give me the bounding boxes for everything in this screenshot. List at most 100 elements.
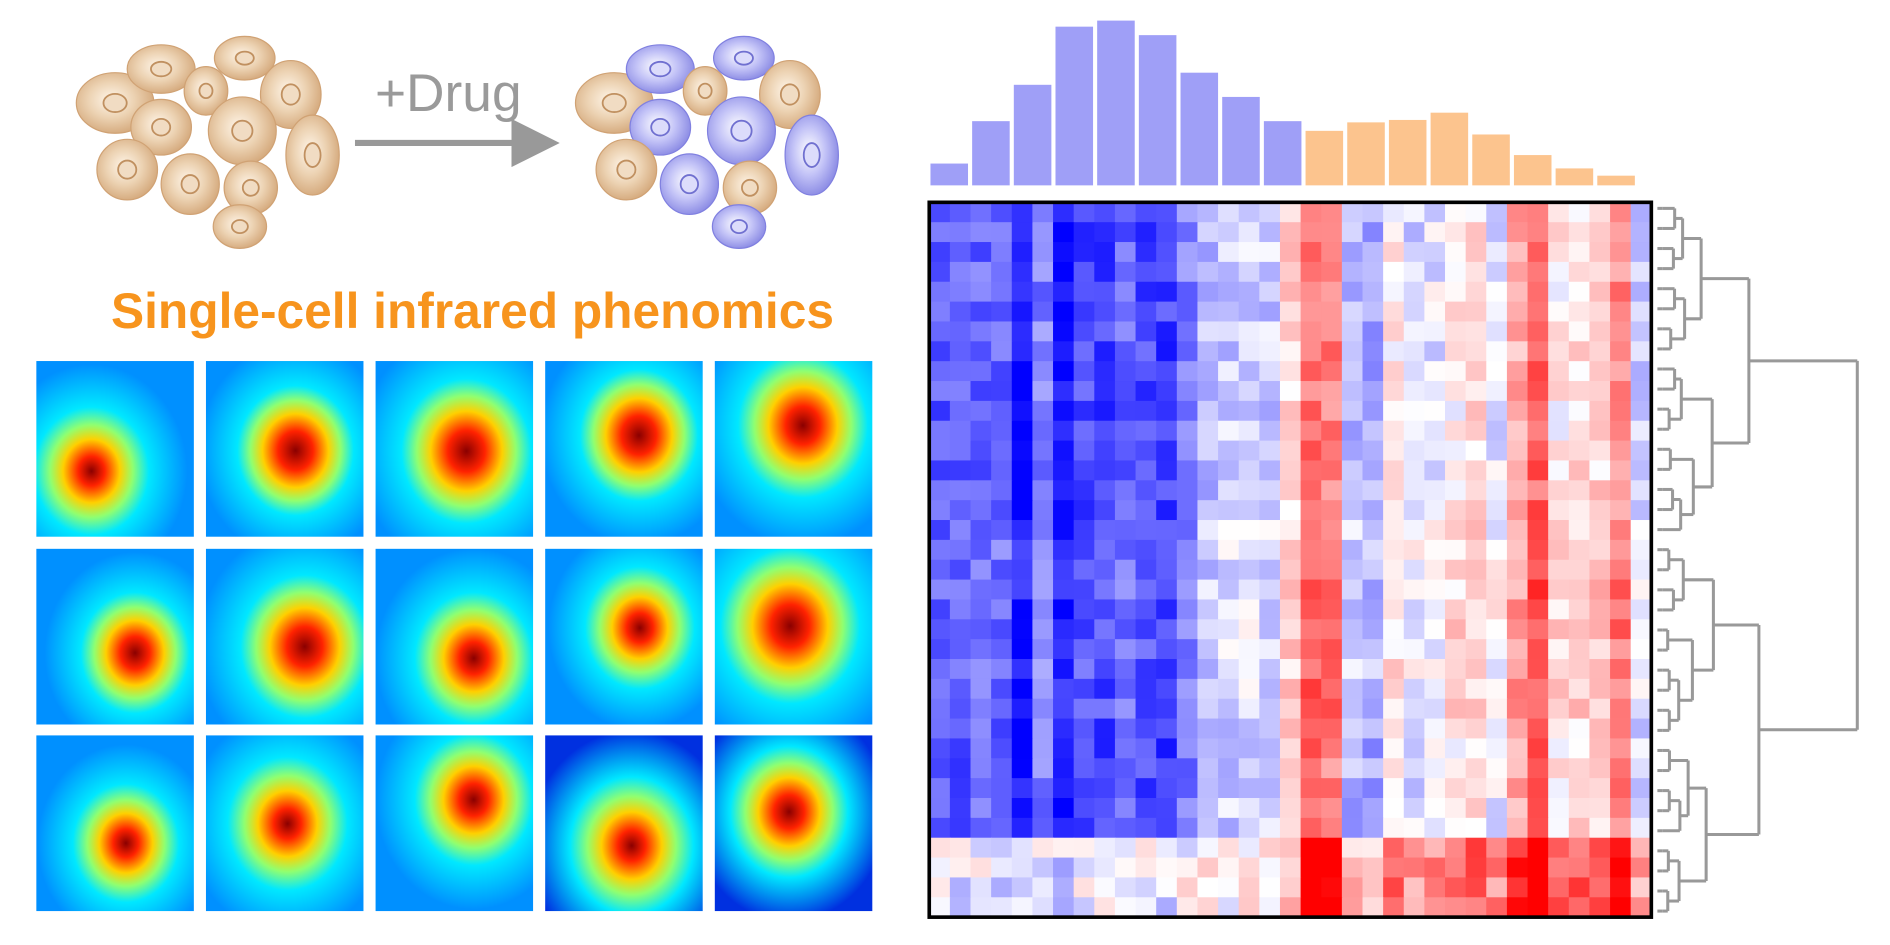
heatmap-cell <box>1259 659 1281 680</box>
heatmap-cell <box>1403 738 1425 759</box>
heatmap-cell <box>1094 599 1116 620</box>
heatmap-cell <box>1506 440 1529 462</box>
heatmap-cell <box>1486 520 1508 541</box>
heatmap-cell <box>1568 639 1591 660</box>
heatmap-cell <box>1259 599 1281 620</box>
nucleus <box>198 82 214 100</box>
heatmap-cell <box>1568 857 1591 879</box>
heatmap-cell <box>1259 738 1281 759</box>
heatmap-cell <box>1362 460 1384 481</box>
heatmap-cell <box>1300 321 1322 342</box>
heatmap-cell <box>1362 738 1384 759</box>
heatmap-cell <box>1238 599 1260 620</box>
heatmap-cell <box>1527 619 1549 640</box>
heatmap-cell <box>1011 718 1034 740</box>
heatmap-cell <box>1630 460 1652 481</box>
heatmap-cell <box>970 698 992 720</box>
heatmap-cell <box>1321 361 1343 382</box>
nucleus <box>150 60 173 78</box>
heatmap-cell <box>1465 857 1487 879</box>
heatmap-cell <box>949 261 972 283</box>
heatmap-cell <box>1114 281 1137 303</box>
heatmap-cell <box>1300 738 1322 759</box>
heatmap-cell <box>1527 460 1549 481</box>
heatmap-cell <box>1011 202 1034 223</box>
nucleus <box>601 92 627 113</box>
heatmap-cell <box>1403 897 1425 918</box>
heatmap-cell <box>1197 698 1219 720</box>
heatmap-cell <box>1218 202 1240 223</box>
heatmap-cell <box>1527 778 1549 799</box>
heatmap-cell <box>1383 659 1405 680</box>
heatmap-cell <box>1610 440 1632 462</box>
heatmap-cell <box>1403 659 1425 680</box>
heatmap-cell <box>1300 599 1322 620</box>
heatmap-cell <box>949 857 972 879</box>
heatmap-cell <box>1032 857 1054 879</box>
heatmap-cell <box>1259 837 1281 859</box>
heatmap-cell <box>929 659 951 680</box>
heatmap-cell <box>1176 698 1199 720</box>
heatmap-cell <box>1506 837 1529 859</box>
heatmap-cell <box>1548 599 1570 620</box>
heatmap-cell <box>1506 539 1529 561</box>
heatmap-cell <box>1403 539 1425 561</box>
heatmap-cell <box>1568 738 1591 759</box>
nucleus <box>280 83 301 106</box>
heatmap-cell <box>1053 579 1075 601</box>
heatmap-cell <box>1568 758 1591 779</box>
heatmap-cell <box>1341 242 1364 263</box>
heatmap-cell <box>1548 222 1570 243</box>
heatmap-cell <box>1032 381 1054 402</box>
heatmap-cell <box>1094 698 1116 720</box>
heatmap-cell <box>1218 778 1240 799</box>
heatmap-cell <box>970 877 992 898</box>
heatmap-cell <box>1341 381 1364 402</box>
heatmap-cell <box>1300 579 1322 601</box>
heatmap-cell <box>1383 798 1405 819</box>
heatmap-cell <box>1445 361 1467 382</box>
heatmap-cell <box>1630 400 1652 422</box>
heatmap-cell <box>1238 758 1260 779</box>
histogram-bar <box>1347 122 1385 186</box>
nucleus <box>234 50 255 66</box>
heatmap-cell <box>1011 321 1034 342</box>
heatmap-cell <box>1465 261 1487 283</box>
heatmap-cell <box>1279 400 1302 422</box>
heatmap-cell <box>1445 520 1467 541</box>
heatmap-cell <box>1506 559 1529 581</box>
heatmap-cell <box>970 678 992 700</box>
heatmap-cell <box>1279 857 1302 879</box>
heatmap-cell <box>1032 817 1054 839</box>
heatmap-cell <box>1465 678 1487 700</box>
heatmap-cell <box>1032 559 1054 581</box>
nucleus <box>230 219 249 235</box>
heatmap-cell <box>1114 837 1137 859</box>
heatmap-cell <box>1279 877 1302 898</box>
heatmap-cell <box>949 778 972 799</box>
heatmap-cell <box>1589 817 1611 839</box>
heatmap-cell <box>1630 520 1652 541</box>
heatmap-cell <box>1073 321 1095 342</box>
heatmap-cell <box>1218 897 1240 918</box>
heatmap-cell <box>1445 500 1467 521</box>
heatmap-cell <box>1383 341 1405 362</box>
ir-image <box>36 548 194 725</box>
heatmap-cell <box>1321 758 1343 779</box>
heatmap-cell <box>1300 400 1322 422</box>
heatmap-cell <box>1094 222 1116 243</box>
heatmap-cell <box>1548 817 1570 839</box>
heatmap-cell <box>1053 460 1075 481</box>
heatmap-cell <box>1630 897 1652 918</box>
heatmap-cell <box>1135 837 1157 859</box>
heatmap-cell <box>1403 698 1425 720</box>
heatmap-cell <box>1506 381 1529 402</box>
heatmap-cell <box>1094 500 1116 521</box>
heatmap-cell <box>1383 500 1405 521</box>
heatmap-cell <box>1610 202 1632 223</box>
heatmap-cell <box>991 341 1013 362</box>
heatmap-cell <box>1362 599 1384 620</box>
heatmap-cell <box>1362 520 1384 541</box>
heatmap-cell <box>1321 341 1343 362</box>
heatmap-cell <box>1114 420 1137 442</box>
